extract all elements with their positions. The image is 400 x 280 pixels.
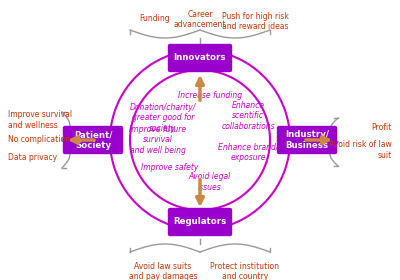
FancyBboxPatch shape [168, 209, 232, 235]
Text: Patient/
Society: Patient/ Society [74, 130, 112, 150]
Text: Enhance brand/
exposure: Enhance brand/ exposure [218, 142, 278, 162]
Text: Donation/charity/
greater good for
society: Donation/charity/ greater good for socie… [130, 103, 196, 133]
Text: Data privacy: Data privacy [8, 153, 57, 162]
Text: Regulators: Regulators [173, 218, 227, 227]
Text: Avoid legal
issues: Avoid legal issues [189, 172, 231, 192]
Text: Increase funding: Increase funding [178, 92, 242, 101]
Text: Innovators: Innovators [174, 53, 226, 62]
Text: Push for high risk
and reward ideas: Push for high risk and reward ideas [222, 12, 288, 31]
Text: Improve survival
and wellness: Improve survival and wellness [8, 110, 72, 130]
FancyBboxPatch shape [278, 127, 336, 153]
Text: Industry/
Business: Industry/ Business [285, 130, 329, 150]
FancyBboxPatch shape [64, 127, 122, 153]
Text: Funding: Funding [140, 14, 170, 23]
Text: Avoid law suits
and pay damages: Avoid law suits and pay damages [129, 262, 197, 280]
Text: Improve future
survival
and well being: Improve future survival and well being [130, 125, 186, 155]
Text: Avoid risk of law
suit: Avoid risk of law suit [329, 140, 392, 160]
FancyBboxPatch shape [168, 45, 232, 71]
Text: Profit: Profit [372, 123, 392, 132]
Text: Enhance
scentific
collaborations: Enhance scentific collaborations [221, 101, 275, 131]
Text: No complication: No complication [8, 136, 70, 144]
Text: Career
advancement: Career advancement [174, 10, 226, 29]
Text: Improve safety: Improve safety [141, 162, 199, 171]
Text: Protect institution
and country: Protect institution and country [210, 262, 280, 280]
